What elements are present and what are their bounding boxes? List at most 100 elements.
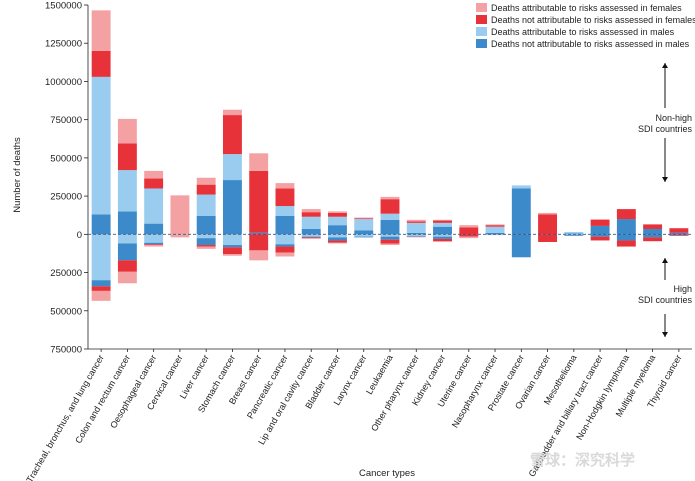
bar-segment-female-not-attributable: [669, 235, 689, 236]
bar-segment-female-attributable: [301, 209, 321, 213]
bar-segment-female-not-attributable: [406, 221, 426, 223]
bar-segment-female-attributable: [91, 290, 111, 301]
bar-segment-male-not-attributable: [301, 236, 321, 238]
bar-segment-male-not-attributable: [222, 180, 242, 235]
bar-segment-female-not-attributable: [249, 170, 269, 233]
bar-segment-female-not-attributable: [380, 199, 400, 214]
y-tick-label: 1250000: [45, 39, 82, 50]
bar-segment-male-not-attributable: [328, 225, 347, 235]
y-tick-label: 500000: [50, 306, 82, 317]
y-axis-title: Number of deaths: [12, 137, 23, 213]
bar-segment-male-attributable: [117, 170, 137, 212]
lower-annotation: High: [673, 284, 692, 294]
bar-segment-male-not-attributable: [380, 236, 400, 240]
bar-segment-female-attributable: [485, 224, 505, 226]
bar-segment-female-not-attributable: [459, 234, 479, 237]
bar-segment-female-attributable: [117, 118, 137, 144]
bar-segment-female-attributable: [249, 250, 269, 261]
bar-segment-female-not-attributable: [616, 240, 636, 247]
bar-segment-male-attributable: [564, 232, 584, 234]
bar-segment-male-attributable: [433, 222, 452, 227]
legend-swatch: [476, 15, 487, 24]
bar-segment-male-attributable: [485, 226, 505, 233]
y-axis: 750000 500000 250000 0 250000 500000 750000 100…: [45, 1, 89, 356]
y-tick-label: 500000: [50, 153, 82, 164]
bar-segment-female-not-attributable: [433, 238, 452, 242]
bar-segment-female-not-attributable: [590, 236, 610, 241]
bar-segment-male-not-attributable: [249, 232, 269, 235]
bar-segment-male-attributable: [406, 234, 426, 236]
lower-arrow-down-head: [662, 332, 668, 337]
bar-segment-female-attributable: [380, 243, 400, 246]
bar-segment-male-attributable: [380, 234, 400, 237]
bar-segment-female-attributable: [91, 10, 111, 51]
bar-segment-female-attributable: [249, 153, 269, 171]
bar-segment-female-not-attributable: [222, 247, 242, 255]
bar-segment-female-attributable: [170, 234, 190, 238]
bar-segment-female-not-attributable: [117, 260, 137, 272]
bar-segment-female-not-attributable: [275, 188, 295, 207]
bar-segment-male-attributable: [406, 222, 426, 233]
bar-segment-male-not-attributable: [117, 211, 137, 235]
lower-annotation: SDI countries: [638, 295, 693, 305]
legend-label: Deaths attributable to risks assessed in…: [491, 27, 675, 37]
bar-segment-male-not-attributable: [511, 188, 531, 235]
bar-segment-female-attributable: [459, 236, 479, 239]
bar-segment-male-attributable: [301, 216, 321, 229]
bar-segment-male-not-attributable: [354, 236, 374, 238]
bar-segment-male-not-attributable: [117, 243, 137, 261]
bar-segment-female-attributable: [275, 252, 295, 257]
bar-segment-female-attributable: [433, 241, 452, 242]
bar-segment-female-not-attributable: [380, 239, 400, 244]
bar-segment-female-attributable: [144, 170, 164, 179]
bar-segment-male-not-attributable: [590, 234, 610, 237]
bar-segment-female-attributable: [328, 211, 347, 213]
upper-annotation: Non-high: [655, 113, 692, 123]
bar-segment-male-not-attributable: [196, 238, 216, 246]
bar-segment-male-attributable: [144, 188, 164, 224]
bar-segment-female-attributable: [222, 254, 242, 256]
legend-swatch: [476, 27, 487, 36]
y-tick-label: 1000000: [45, 77, 82, 88]
bar-segment-male-not-attributable: [91, 280, 111, 287]
bar-segment-male-attributable: [144, 234, 164, 243]
bar-segment-female-not-attributable: [328, 212, 347, 217]
bar-segment-female-attributable: [406, 236, 426, 238]
bar-segment-female-not-attributable: [328, 240, 347, 243]
bar-segment-female-not-attributable: [616, 209, 636, 220]
bar-segment-male-attributable: [91, 234, 111, 281]
bar-segment-female-attributable: [196, 246, 216, 249]
bar-segment-female-not-attributable: [643, 224, 663, 229]
bar-segment-female-not-attributable: [433, 220, 452, 223]
bar-segment-male-not-attributable: [301, 228, 321, 235]
bar-segment-male-attributable: [433, 234, 452, 237]
y-tick-label: 750000: [50, 345, 82, 356]
bar-segment-female-attributable: [538, 212, 558, 215]
bar-segment-female-attributable: [328, 242, 347, 244]
bar-segment-female-not-attributable: [538, 214, 558, 235]
bar-segment-female-not-attributable: [222, 115, 242, 155]
bar-segment-female-attributable: [301, 238, 321, 239]
bar-segment-female-not-attributable: [485, 225, 505, 227]
bar-segment-female-not-attributable: [196, 245, 216, 247]
bar-segment-male-not-attributable: [144, 223, 164, 235]
watermark: 雪球：深究科学: [530, 451, 635, 469]
bar-segment-female-not-attributable: [301, 212, 321, 217]
bar-segment-male-not-attributable: [643, 234, 663, 238]
bar-segment-female-not-attributable: [538, 234, 558, 242]
bar-segment-male-not-attributable: [144, 242, 164, 245]
bar-segment-male-not-attributable: [275, 215, 295, 235]
bar-segment-female-attributable: [459, 225, 479, 228]
bar-segment-male-attributable: [328, 216, 347, 226]
bar-segment-female-not-attributable: [301, 237, 321, 239]
legend-swatch: [476, 3, 487, 12]
bar-segment-female-not-attributable: [144, 244, 164, 246]
bar-segment-male-not-attributable: [275, 244, 295, 247]
bar-segment-male-not-attributable: [196, 215, 216, 235]
legend: Deaths attributable to risks assessed in…: [476, 3, 695, 49]
bar-segment-male-attributable: [91, 76, 111, 215]
bar-segment-female-attributable: [222, 109, 242, 116]
bar-segment-female-not-attributable: [459, 227, 479, 235]
bar-segment-female-not-attributable: [643, 237, 663, 242]
